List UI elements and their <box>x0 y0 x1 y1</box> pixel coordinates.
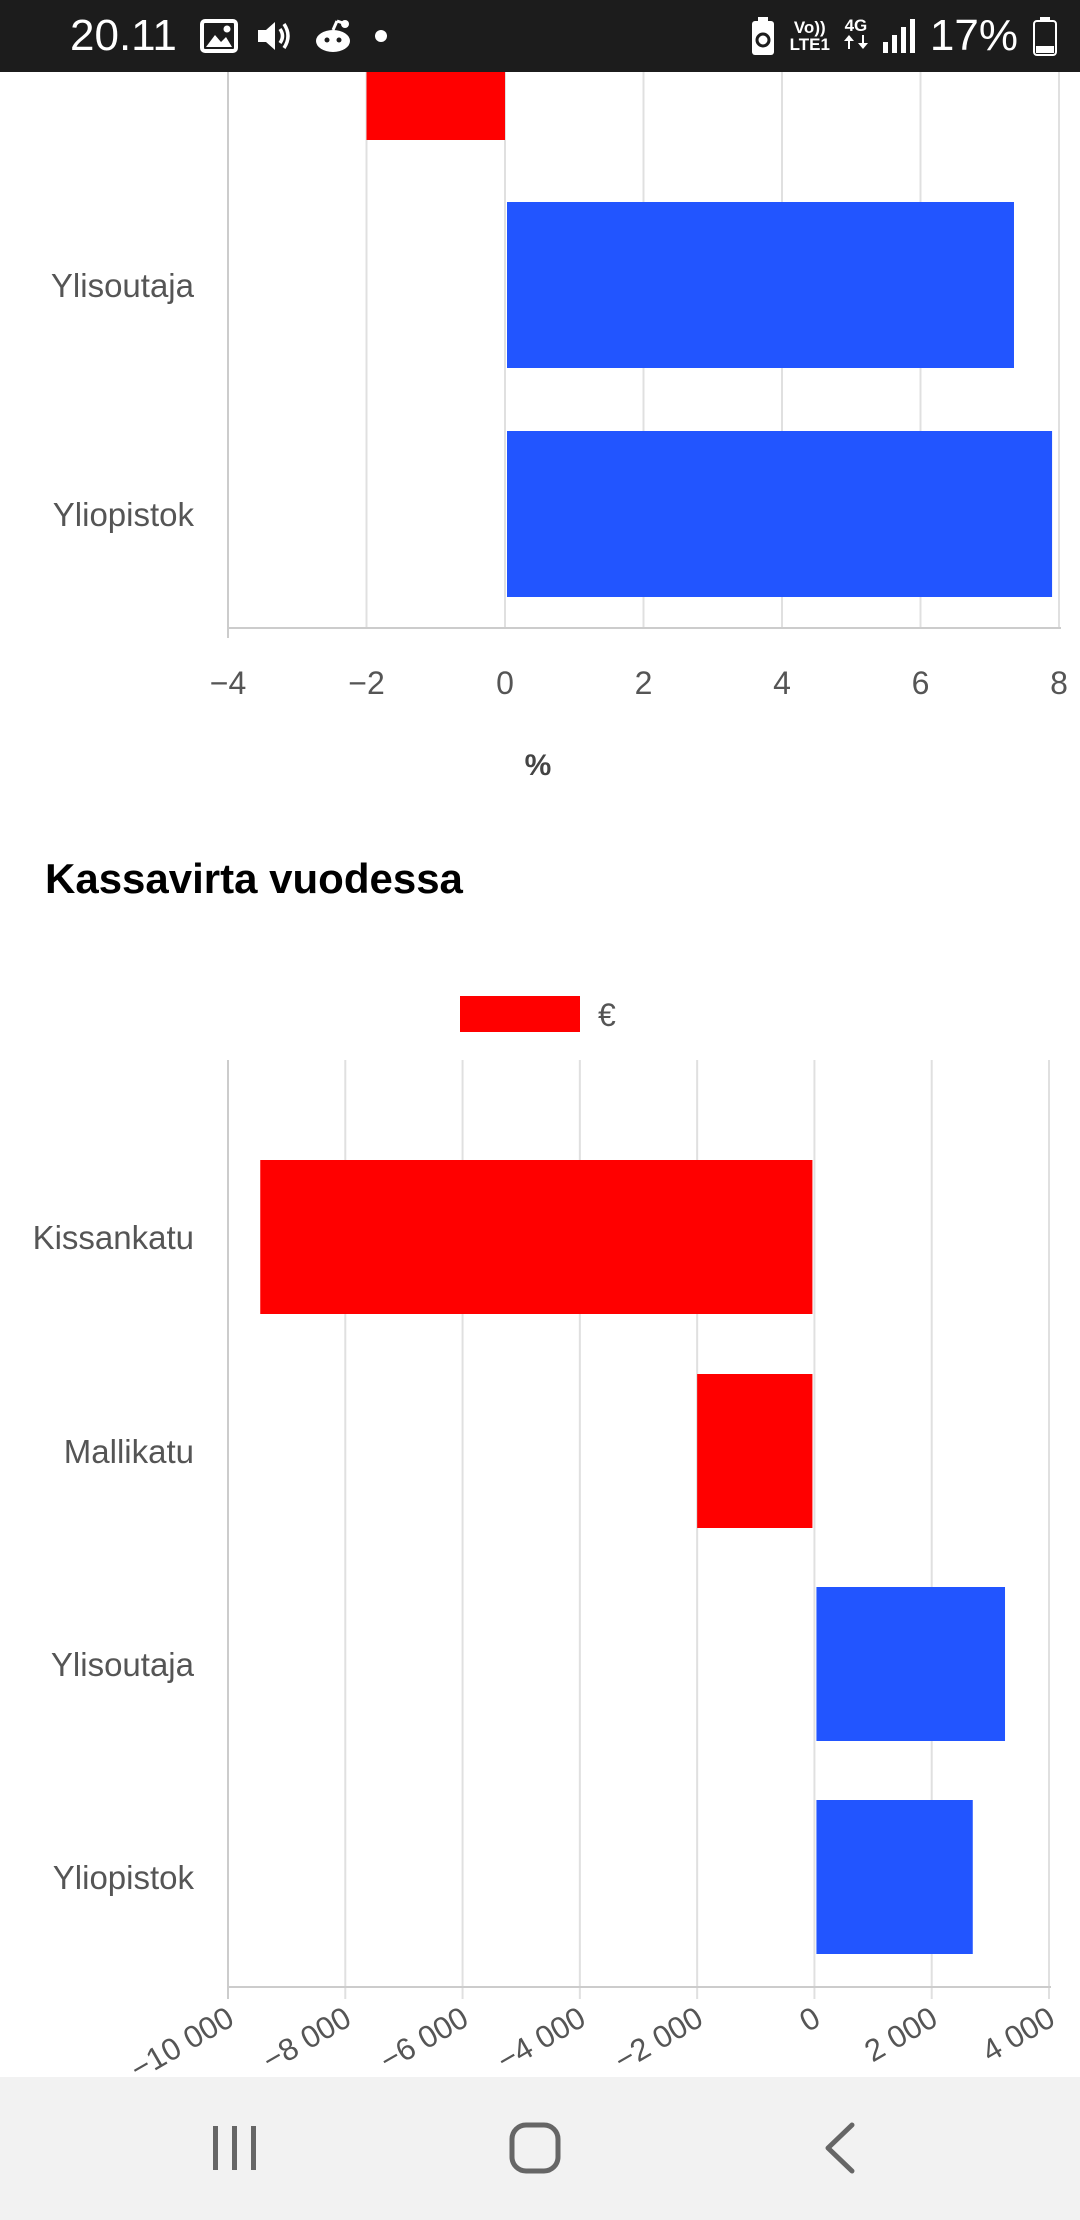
reddit-icon <box>316 19 350 52</box>
bar <box>260 1160 813 1314</box>
x-tick-label: −8 000 <box>256 2000 356 2077</box>
x-tick-label: 4 000 <box>976 2000 1061 2069</box>
category-label: Kissankatu <box>33 1219 194 1256</box>
volume-icon <box>258 22 290 50</box>
status-icons-right: Vo)) LTE1 4G 17% <box>750 10 1058 62</box>
network-bottom-label: LTE1 <box>789 35 830 54</box>
back-button[interactable] <box>795 2113 885 2183</box>
status-bar: 20.11 Vo)) L <box>0 0 1080 72</box>
legend-label: € <box>598 997 616 1033</box>
x-tick-label: 6 <box>912 665 930 701</box>
x-tick-label: 2 <box>635 665 653 701</box>
category-label: Ylisoutaja <box>51 267 195 304</box>
chart-title: Kassavirta vuodessa <box>45 855 464 902</box>
chart-scroll-area[interactable]: −4 −2 0 2 4 6 8 Ylisoutaja Yliopistok% Kassavirt… <box>0 72 1080 2077</box>
category-label: Yliopistok <box>53 1859 195 1896</box>
bar <box>816 1800 973 1954</box>
x-tick-label: −4 000 <box>491 2000 591 2077</box>
battery-icon <box>1033 17 1057 56</box>
category-label: Ylisoutaja <box>51 1646 195 1683</box>
home-icon <box>509 2122 561 2174</box>
return-percent-chart: −4 −2 0 2 4 6 8 Ylisoutaja Yliopistok% <box>51 72 1068 782</box>
notification-dot-icon <box>375 30 387 42</box>
x-tick-label: 4 <box>773 665 791 701</box>
x-tick-label: −10 000 <box>124 2000 239 2077</box>
x-tick-label: −2 000 <box>608 2000 708 2077</box>
recent-apps-icon <box>213 2126 256 2170</box>
x-tick-label: −2 <box>348 665 384 701</box>
bar <box>507 431 1053 597</box>
x-tick-label: −4 <box>210 665 246 701</box>
navigation-bar <box>0 2077 1080 2220</box>
recent-apps-button[interactable] <box>190 2113 280 2183</box>
category-label: Mallikatu <box>64 1433 194 1470</box>
category-label: Yliopistok <box>53 496 195 533</box>
x-tick-label: 0 <box>496 665 514 701</box>
battery-percent: 17% <box>929 11 1018 60</box>
x-tick-label: 2 000 <box>859 2000 944 2069</box>
cashflow-chart: Kassavirta vuodessa€−10 000 −8 000 −6 000−… <box>33 855 1061 2077</box>
network-type-indicator: 4G <box>843 16 868 55</box>
image-icon <box>200 19 238 53</box>
status-time: 20.11 <box>70 11 177 60</box>
x-tick-label: 0 <box>793 2000 825 2039</box>
signal-icon <box>882 19 915 53</box>
bar <box>507 202 1014 368</box>
home-button[interactable] <box>490 2113 580 2183</box>
network-type-label: 4G <box>844 16 868 35</box>
x-axis-label: % <box>525 749 552 782</box>
bar-partial-negative <box>366 72 505 140</box>
battery-saver-icon <box>751 17 774 55</box>
data-arrows-icon <box>843 35 868 49</box>
status-icons-left <box>200 14 388 58</box>
volte-indicator: Vo)) LTE1 <box>790 19 830 53</box>
x-tick-label: −6 000 <box>374 2000 474 2077</box>
bar <box>697 1374 813 1528</box>
network-top-label: Vo)) <box>793 18 826 37</box>
legend-swatch <box>460 996 580 1032</box>
bar <box>816 1587 1006 1741</box>
back-icon <box>825 2122 855 2174</box>
x-tick-label: 8 <box>1050 665 1068 701</box>
